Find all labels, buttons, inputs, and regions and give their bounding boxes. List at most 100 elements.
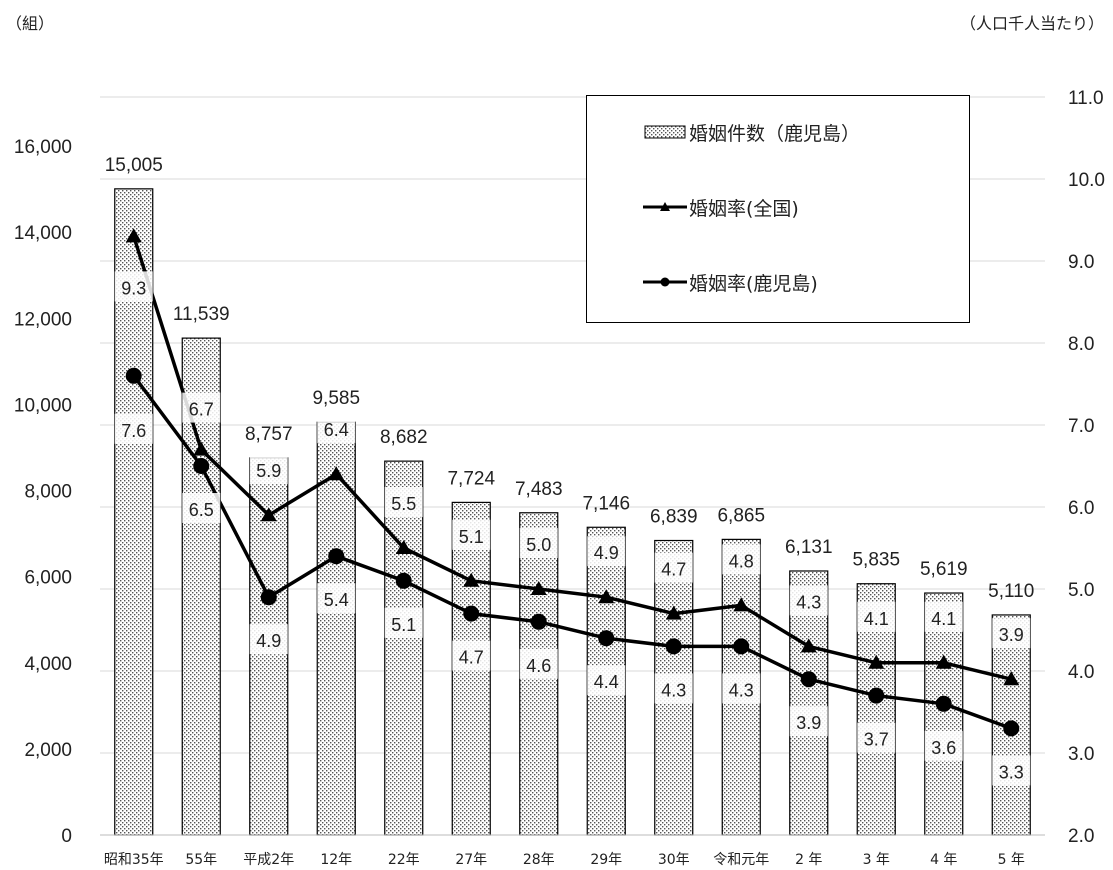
kagoshima-rate-marker — [260, 589, 277, 606]
national-rate-label: 4.8 — [722, 544, 761, 575]
kagoshima-rate-label: 6.5 — [182, 493, 221, 523]
label-background — [384, 607, 423, 638]
kagoshima-rate-label: 7.6 — [114, 413, 153, 444]
label-background — [587, 665, 626, 696]
rate-value-label: 4.9 — [594, 543, 619, 563]
right-axis-tick-label: 2.0 — [1068, 826, 1094, 847]
rate-value-label: 3.3 — [999, 762, 1024, 782]
rate-value-label: 3.6 — [931, 738, 956, 758]
label-background — [452, 640, 491, 671]
national-rate-label: 4.1 — [924, 601, 963, 632]
kagoshima-rate-marker — [868, 687, 885, 704]
label-background — [182, 493, 221, 523]
rate-value-label: 4.3 — [661, 680, 686, 700]
bar-value-label: 7,483 — [515, 479, 563, 500]
left-axis-tick-label: 12,000 — [14, 309, 72, 330]
national-rate-marker — [800, 638, 817, 653]
kagoshima-rate-marker — [1003, 720, 1020, 737]
label-background — [857, 601, 896, 632]
label-background — [114, 271, 153, 302]
right-axis-tick-label: 4.0 — [1068, 662, 1094, 683]
left-axis-tick-label: 16,000 — [14, 137, 72, 158]
right-axis-tick-label: 8.0 — [1068, 334, 1094, 355]
kagoshima-rate-marker — [935, 695, 952, 712]
national-rate-line — [132, 235, 1012, 681]
right-axis-unit: （人口千人当たり） — [960, 14, 1105, 33]
left-axis-tick-label: 0 — [61, 826, 72, 847]
category-label: 22年 — [388, 852, 420, 868]
bar-value-label: 9,585 — [312, 388, 360, 409]
circle-marker-line-icon — [643, 272, 687, 292]
legend-label-national: 婚姻率(全国) — [689, 197, 799, 220]
kagoshima-rate-marker — [463, 605, 480, 622]
label-background — [452, 519, 491, 550]
kagoshima-rate-line — [132, 374, 1012, 731]
rate-value-label: 5.0 — [526, 535, 551, 555]
rate-value-label: 3.9 — [999, 625, 1024, 645]
label-background — [249, 624, 288, 655]
label-background — [249, 454, 288, 485]
kagoshima-rate-label: 3.9 — [789, 706, 828, 737]
national-rate-label: 5.5 — [384, 487, 423, 517]
category-label: 平成2年 — [243, 852, 294, 868]
kagoshima-rate-marker — [530, 613, 547, 630]
rate-value-label: 4.1 — [864, 609, 889, 629]
legend-label-bar: 婚姻件数（鹿児島） — [689, 122, 861, 145]
label-background — [317, 413, 356, 444]
rate-value-label: 4.1 — [931, 609, 956, 629]
national-rate-marker — [463, 572, 480, 587]
category-label: 5 年 — [998, 852, 1025, 868]
right-axis-tick-label: 11.0 — [1068, 88, 1104, 109]
kagoshima-rate-label: 3.7 — [857, 722, 896, 753]
label-background — [384, 487, 423, 517]
kagoshima-rate-marker — [125, 367, 142, 384]
bar — [924, 592, 964, 836]
legend-item-bar: 婚姻件数（鹿児島） — [643, 118, 860, 146]
national-rate-marker — [935, 654, 952, 669]
category-label: 12年 — [320, 852, 352, 868]
label-background — [722, 544, 761, 575]
rate-value-label: 4.4 — [594, 672, 619, 692]
category-label: 令和元年 — [713, 852, 769, 868]
national-rate-label: 4.9 — [587, 536, 626, 567]
kagoshima-rate-marker — [733, 638, 750, 655]
rate-value-label: 9.3 — [121, 278, 146, 298]
kagoshima-rate-label: 4.7 — [452, 640, 491, 671]
rate-value-label: 4.6 — [526, 656, 551, 676]
national-rate-label: 5.9 — [249, 454, 288, 485]
category-label: 29年 — [590, 852, 622, 868]
triangle-marker-line-icon — [643, 197, 687, 217]
category-label: 55年 — [185, 852, 217, 868]
bar-value-label: 5,110 — [988, 581, 1034, 602]
bar-value-label: 7,146 — [582, 493, 630, 514]
line-series — [125, 228, 1020, 737]
national-rate-marker — [598, 589, 615, 604]
rate-value-label: 5.1 — [459, 527, 484, 547]
left-axis-tick-label: 2,000 — [24, 740, 72, 761]
bar-value-label: 7,724 — [447, 468, 495, 489]
label-background — [992, 618, 1031, 649]
rate-value-label: 3.9 — [796, 713, 821, 733]
category-label: 30年 — [658, 852, 690, 868]
national-rate-marker — [125, 228, 142, 243]
rate-value-label: 4.3 — [796, 592, 821, 612]
kagoshima-rate-label: 4.4 — [587, 665, 626, 696]
bar-value-label: 15,005 — [105, 155, 163, 176]
left-axis-unit: （組） — [6, 14, 55, 33]
bar-value-label: 6,131 — [785, 537, 833, 558]
label-background — [654, 552, 693, 583]
rate-value-label: 6.7 — [189, 400, 214, 420]
rate-value-label: 6.4 — [324, 420, 349, 440]
national-rate-label: 6.7 — [182, 392, 221, 423]
kagoshima-rate-label: 4.6 — [519, 648, 558, 679]
right-axis-tick-label: 3.0 — [1068, 744, 1094, 765]
left-axis-tick-label: 14,000 — [14, 223, 72, 244]
bar-value-label: 5,619 — [920, 559, 968, 580]
label-background — [182, 392, 221, 423]
right-axis-tick-label: 6.0 — [1068, 498, 1094, 519]
label-background — [857, 722, 896, 753]
rate-value-label: 4.7 — [661, 560, 686, 580]
bar-value-label: 8,682 — [380, 427, 428, 448]
national-rate-marker — [1003, 671, 1020, 686]
rate-value-label: 6.5 — [189, 500, 214, 520]
